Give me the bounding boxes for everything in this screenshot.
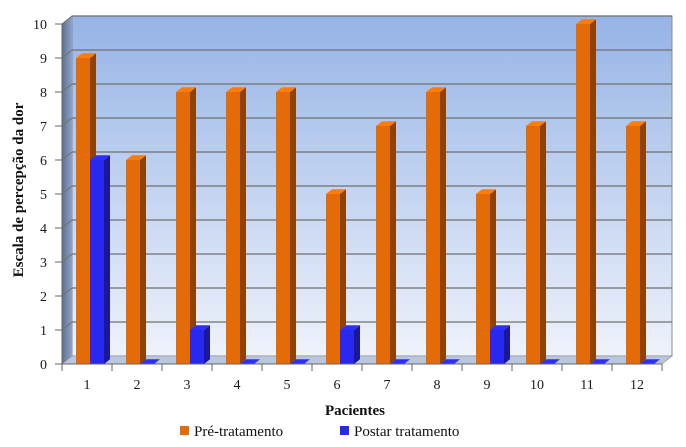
y-tick-label: 9: [40, 52, 47, 67]
bar-post-6: [340, 325, 360, 364]
bar-pre-8: [426, 87, 446, 364]
x-tick-label: 8: [434, 378, 441, 393]
y-axis-ticks: 0 1 2 3 4 5 6 7 8 9 10: [33, 18, 63, 373]
gridline-side: [61, 185, 73, 195]
bar-pre-10: [526, 121, 546, 364]
y-tick-label: 6: [40, 154, 47, 169]
bar-post-7: [390, 359, 410, 364]
x-tick-label: 9: [484, 378, 491, 393]
legend-item: Postar tratamento: [340, 424, 459, 440]
x-tick-label: 7: [384, 378, 391, 393]
gridline-side: [61, 219, 73, 229]
y-tick-label: 2: [40, 290, 47, 305]
bar-pre-6: [326, 189, 346, 364]
y-tick-label: 4: [40, 222, 47, 237]
bar-post-1: [90, 155, 110, 364]
bar-post-11: [590, 359, 610, 364]
bar-post-10: [540, 359, 560, 364]
bars: [76, 19, 660, 364]
bar-post-9: [490, 325, 510, 364]
x-tick-label: 2: [134, 378, 141, 393]
y-tick-label: 1: [40, 324, 47, 339]
bar-pre-7: [376, 121, 396, 364]
legend-swatch: [180, 426, 189, 435]
gridline-side: [61, 117, 73, 127]
y-axis-title: Escala de percepção da dor: [11, 102, 27, 277]
x-tick-label: 10: [530, 378, 544, 393]
y-tick-label: 7: [40, 120, 47, 135]
y-tick-label: 8: [40, 86, 47, 101]
x-axis-ticks: 1 2 3 4 5 6 7 8 9 10 11 12: [61, 363, 663, 393]
x-tick-label: 5: [284, 378, 291, 393]
x-axis-title: Pacientes: [325, 403, 385, 419]
gridline-side: [61, 83, 73, 93]
bar-post-5: [290, 359, 310, 364]
bar-pre-9: [476, 189, 496, 364]
gridline-side: [61, 253, 73, 263]
legend-label: Pré-tratamento: [194, 424, 283, 440]
legend: Pré-tratamento Postar tratamento: [180, 424, 459, 440]
bar-pre-12: [626, 121, 646, 364]
x-tick-label: 4: [234, 378, 241, 393]
bar-pre-5: [276, 87, 296, 364]
x-tick-label: 6: [334, 378, 341, 393]
gridline-side: [61, 151, 73, 161]
gridline-side: [61, 287, 73, 297]
x-tick-label: 3: [184, 378, 191, 393]
bar-pre-2: [126, 155, 146, 364]
x-tick-label: 12: [630, 378, 644, 393]
legend-label: Postar tratamento: [354, 424, 459, 440]
y-tick-label: 0: [40, 358, 47, 373]
gridline-side: [61, 15, 73, 25]
bar-pre-4: [226, 87, 246, 364]
bar-post-2: [140, 359, 160, 364]
bar-pre-11: [576, 19, 596, 364]
bar-post-12: [640, 359, 660, 364]
legend-swatch: [340, 426, 349, 435]
y-tick-label: 5: [40, 188, 47, 203]
y-tick-label: 10: [33, 18, 47, 33]
bar-post-3: [190, 325, 210, 364]
gridline-side: [61, 321, 73, 331]
gridline-side: [61, 49, 73, 59]
bar-pre-3: [176, 87, 196, 364]
x-tick-label: 1: [84, 378, 91, 393]
y-tick-label: 3: [40, 256, 47, 271]
gridlines: [61, 15, 672, 331]
bar-post-4: [240, 359, 260, 364]
legend-item: Pré-tratamento: [180, 424, 283, 440]
bar-post-8: [440, 359, 460, 364]
x-tick-label: 11: [580, 378, 593, 393]
